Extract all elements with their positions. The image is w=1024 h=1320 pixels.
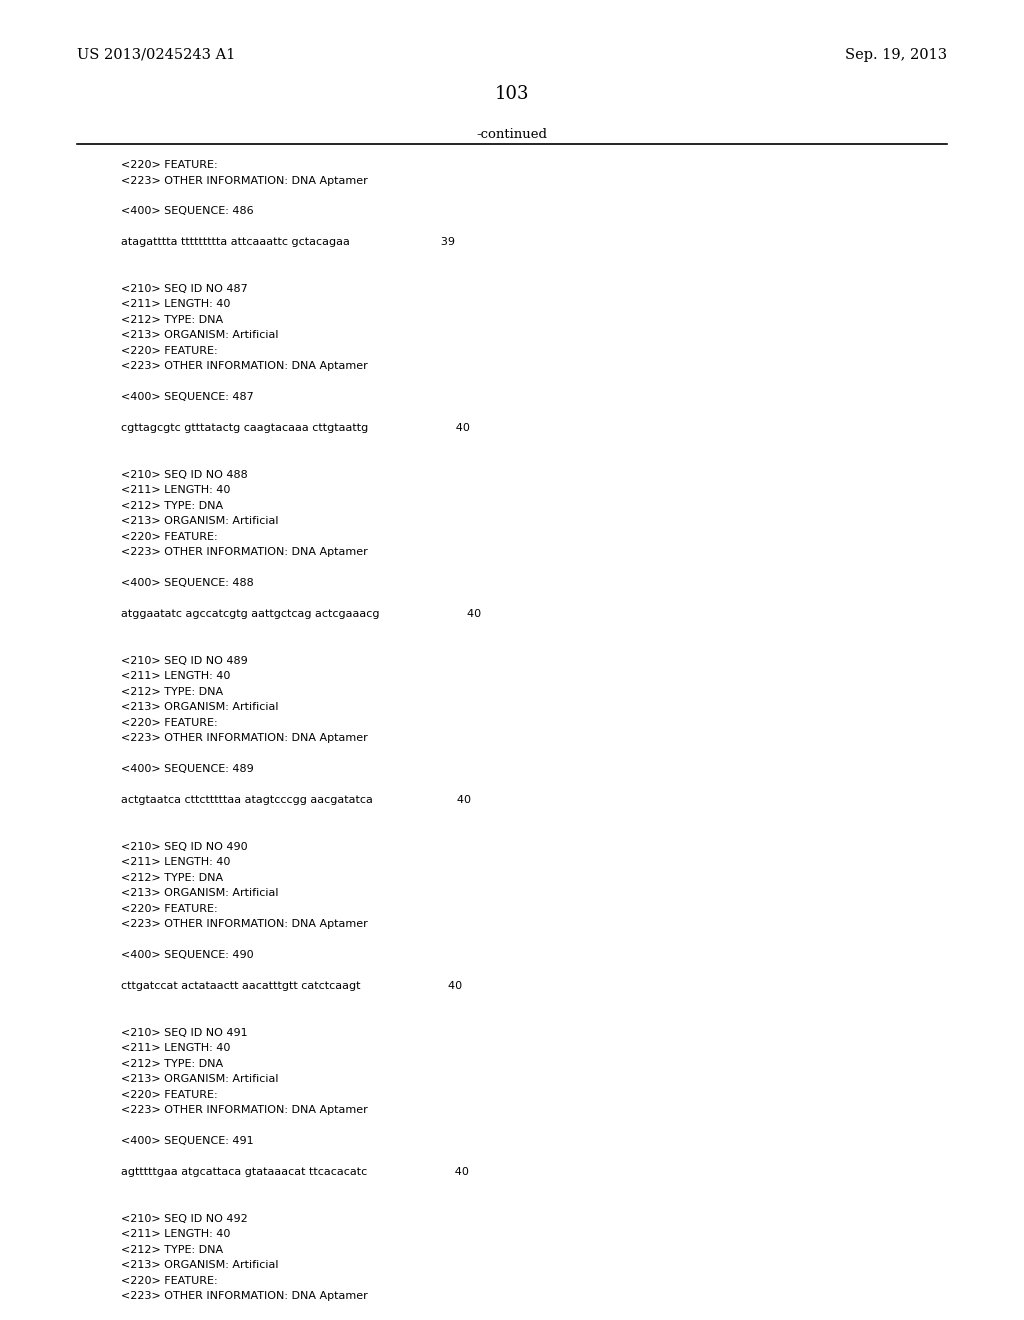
Text: <223> OTHER INFORMATION: DNA Aptamer: <223> OTHER INFORMATION: DNA Aptamer (121, 176, 368, 186)
Text: <213> ORGANISM: Artificial: <213> ORGANISM: Artificial (121, 702, 279, 713)
Text: <212> TYPE: DNA: <212> TYPE: DNA (121, 1245, 223, 1255)
Text: <210> SEQ ID NO 490: <210> SEQ ID NO 490 (121, 842, 248, 851)
Text: <212> TYPE: DNA: <212> TYPE: DNA (121, 502, 223, 511)
Text: <400> SEQUENCE: 490: <400> SEQUENCE: 490 (121, 950, 254, 961)
Text: <223> OTHER INFORMATION: DNA Aptamer: <223> OTHER INFORMATION: DNA Aptamer (121, 1105, 368, 1115)
Text: <220> FEATURE:: <220> FEATURE: (121, 1276, 217, 1286)
Text: actgtaatca cttctttttaa atagtcccgg aacgatatca                        40: actgtaatca cttctttttaa atagtcccgg aacgat… (121, 796, 471, 805)
Text: <212> TYPE: DNA: <212> TYPE: DNA (121, 1059, 223, 1069)
Text: <211> LENGTH: 40: <211> LENGTH: 40 (121, 486, 230, 495)
Text: atggaatatc agccatcgtg aattgctcag actcgaaacg                         40: atggaatatc agccatcgtg aattgctcag actcgaa… (121, 610, 481, 619)
Text: <211> LENGTH: 40: <211> LENGTH: 40 (121, 858, 230, 867)
Text: <220> FEATURE:: <220> FEATURE: (121, 1090, 217, 1100)
Text: <223> OTHER INFORMATION: DNA Aptamer: <223> OTHER INFORMATION: DNA Aptamer (121, 548, 368, 557)
Text: <220> FEATURE:: <220> FEATURE: (121, 160, 217, 170)
Text: cttgatccat actataactt aacatttgtt catctcaagt                         40: cttgatccat actataactt aacatttgtt catctca… (121, 982, 462, 991)
Text: <212> TYPE: DNA: <212> TYPE: DNA (121, 873, 223, 883)
Text: <210> SEQ ID NO 491: <210> SEQ ID NO 491 (121, 1028, 248, 1038)
Text: cgttagcgtc gtttatactg caagtacaaa cttgtaattg                         40: cgttagcgtc gtttatactg caagtacaaa cttgtaa… (121, 424, 470, 433)
Text: <210> SEQ ID NO 487: <210> SEQ ID NO 487 (121, 284, 248, 294)
Text: <211> LENGTH: 40: <211> LENGTH: 40 (121, 300, 230, 309)
Text: <210> SEQ ID NO 492: <210> SEQ ID NO 492 (121, 1214, 248, 1224)
Text: <223> OTHER INFORMATION: DNA Aptamer: <223> OTHER INFORMATION: DNA Aptamer (121, 734, 368, 743)
Text: <400> SEQUENCE: 489: <400> SEQUENCE: 489 (121, 764, 254, 775)
Text: <220> FEATURE:: <220> FEATURE: (121, 532, 217, 543)
Text: 103: 103 (495, 84, 529, 103)
Text: <212> TYPE: DNA: <212> TYPE: DNA (121, 686, 223, 697)
Text: -continued: -continued (476, 128, 548, 141)
Text: <220> FEATURE:: <220> FEATURE: (121, 904, 217, 913)
Text: <213> ORGANISM: Artificial: <213> ORGANISM: Artificial (121, 888, 279, 899)
Text: <210> SEQ ID NO 489: <210> SEQ ID NO 489 (121, 656, 248, 667)
Text: atagatttta ttttttttta attcaaattc gctacagaa                          39: atagatttta ttttttttta attcaaattc gctacag… (121, 238, 455, 247)
Text: <211> LENGTH: 40: <211> LENGTH: 40 (121, 1229, 230, 1239)
Text: <223> OTHER INFORMATION: DNA Aptamer: <223> OTHER INFORMATION: DNA Aptamer (121, 1291, 368, 1302)
Text: <213> ORGANISM: Artificial: <213> ORGANISM: Artificial (121, 330, 279, 341)
Text: <400> SEQUENCE: 491: <400> SEQUENCE: 491 (121, 1137, 254, 1147)
Text: <400> SEQUENCE: 488: <400> SEQUENCE: 488 (121, 578, 254, 589)
Text: <400> SEQUENCE: 487: <400> SEQUENCE: 487 (121, 392, 254, 403)
Text: <212> TYPE: DNA: <212> TYPE: DNA (121, 315, 223, 325)
Text: <220> FEATURE:: <220> FEATURE: (121, 718, 217, 729)
Text: US 2013/0245243 A1: US 2013/0245243 A1 (77, 48, 236, 62)
Text: <400> SEQUENCE: 486: <400> SEQUENCE: 486 (121, 206, 254, 216)
Text: <223> OTHER INFORMATION: DNA Aptamer: <223> OTHER INFORMATION: DNA Aptamer (121, 362, 368, 371)
Text: agtttttgaa atgcattaca gtataaacat ttcacacatc                         40: agtttttgaa atgcattaca gtataaacat ttcacac… (121, 1167, 469, 1177)
Text: <210> SEQ ID NO 488: <210> SEQ ID NO 488 (121, 470, 248, 480)
Text: <213> ORGANISM: Artificial: <213> ORGANISM: Artificial (121, 516, 279, 527)
Text: Sep. 19, 2013: Sep. 19, 2013 (845, 48, 947, 62)
Text: <223> OTHER INFORMATION: DNA Aptamer: <223> OTHER INFORMATION: DNA Aptamer (121, 920, 368, 929)
Text: <211> LENGTH: 40: <211> LENGTH: 40 (121, 1044, 230, 1053)
Text: <211> LENGTH: 40: <211> LENGTH: 40 (121, 672, 230, 681)
Text: <213> ORGANISM: Artificial: <213> ORGANISM: Artificial (121, 1261, 279, 1270)
Text: <213> ORGANISM: Artificial: <213> ORGANISM: Artificial (121, 1074, 279, 1085)
Text: <220> FEATURE:: <220> FEATURE: (121, 346, 217, 356)
